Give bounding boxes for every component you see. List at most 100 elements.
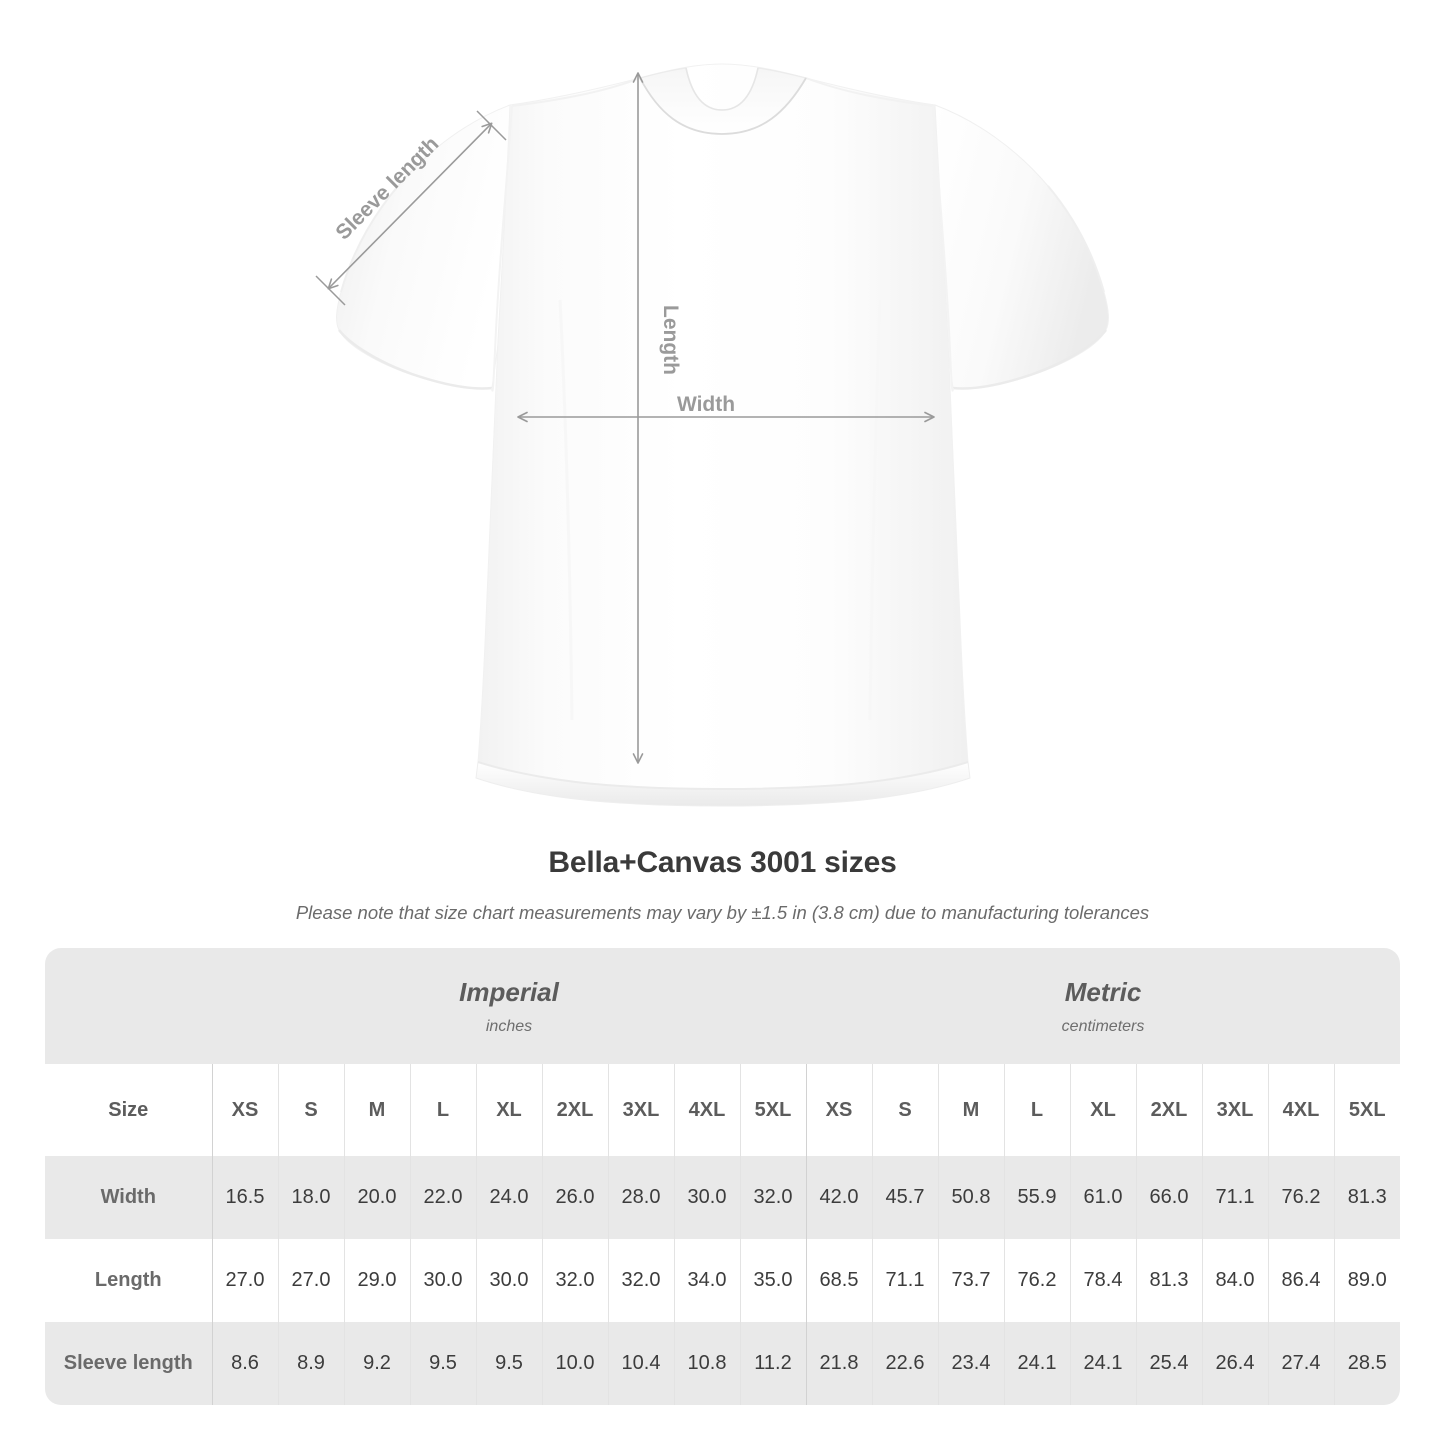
collar-inner-edge bbox=[685, 67, 759, 111]
size-header-cell: 3XL bbox=[1201, 1064, 1269, 1156]
size-header-cell: 3XL bbox=[607, 1064, 674, 1156]
measurement-cell: 29.0 bbox=[343, 1239, 410, 1322]
length-label: Length bbox=[659, 305, 682, 375]
unit-group-name: Metric bbox=[1064, 976, 1142, 1007]
measurement-cell: 28.5 bbox=[1333, 1322, 1401, 1405]
measurement-cell: 30.0 bbox=[475, 1239, 542, 1322]
measurement-cell: 32.0 bbox=[607, 1239, 674, 1322]
measurement-cell: 28.0 bbox=[607, 1156, 674, 1239]
size-header-cell: 5XL bbox=[739, 1064, 807, 1156]
size-header-label: Size bbox=[45, 1064, 212, 1156]
tshirt-illustration bbox=[336, 63, 1109, 807]
measurement-cell: 23.4 bbox=[937, 1322, 1005, 1405]
measurement-cell: 16.5 bbox=[211, 1156, 278, 1239]
measurement-cell: 24.1 bbox=[1003, 1322, 1071, 1405]
unit-group-metric: Metric centimeters bbox=[806, 948, 1401, 1064]
measurement-cell: 24.0 bbox=[475, 1156, 542, 1239]
measurement-cell: 27.4 bbox=[1267, 1322, 1335, 1405]
right-shoulder-seam bbox=[805, 77, 934, 107]
left-sleeve-hem bbox=[338, 329, 493, 390]
size-header-row: Size XS S M L XL 2XL 3XL 4XL 5XL XS S M L XL 2XL 3XL 4XL 5… bbox=[45, 1064, 1401, 1156]
collar-outer-edge bbox=[639, 77, 807, 135]
measurement-cell: 32.0 bbox=[541, 1239, 608, 1322]
size-chart-table-wrapper: Imperial inches Metric centimeters Size XS S M L… bbox=[45, 948, 1401, 1405]
measurement-cell: 10.4 bbox=[607, 1322, 674, 1405]
measurement-cell: 11.2 bbox=[739, 1322, 807, 1405]
size-header-cell: XL bbox=[1069, 1064, 1137, 1156]
unit-header-row: Imperial inches Metric centimeters bbox=[45, 948, 1401, 1064]
measurement-arrows bbox=[315, 72, 935, 764]
size-header-cell: 4XL bbox=[1267, 1064, 1335, 1156]
row-label-length: Length bbox=[45, 1239, 212, 1322]
unit-group-imperial: Imperial inches bbox=[212, 948, 807, 1064]
measurement-cell: 32.0 bbox=[739, 1156, 807, 1239]
tshirt-svg: Sleeve length Length Width bbox=[315, 63, 1109, 807]
chart-title-block: Bella+Canvas 3001 sizes Please note that… bbox=[0, 845, 1445, 924]
measurement-cell: 9.2 bbox=[343, 1322, 410, 1405]
left-armhole-seam bbox=[491, 105, 513, 392]
tolerance-note: Please note that size chart measurements… bbox=[295, 902, 1150, 923]
right-sleeve bbox=[934, 104, 1109, 389]
size-header-cell: XS bbox=[805, 1064, 873, 1156]
measurement-cell: 61.0 bbox=[1069, 1156, 1137, 1239]
unit-group-unit: centimeters bbox=[1061, 1018, 1145, 1036]
measurement-cell: 22.6 bbox=[871, 1322, 939, 1405]
row-label-width: Width bbox=[45, 1156, 212, 1239]
sleeve-tick-start bbox=[315, 275, 346, 306]
row-label-sleeve-length: Sleeve length bbox=[45, 1322, 212, 1405]
measurement-cell: 86.4 bbox=[1267, 1239, 1335, 1322]
tshirt-measurement-diagram: Sleeve length Length Width bbox=[315, 63, 1109, 807]
measurement-cell: 73.7 bbox=[937, 1239, 1005, 1322]
right-sleeve-hem bbox=[952, 329, 1107, 390]
measurement-cell: 27.0 bbox=[211, 1239, 278, 1322]
unit-group-name: Imperial bbox=[459, 976, 559, 1007]
measurement-cell: 25.4 bbox=[1135, 1322, 1203, 1405]
unit-header-spacer bbox=[45, 948, 212, 1064]
measurement-cell: 24.1 bbox=[1069, 1322, 1137, 1405]
fabric-fold-1 bbox=[558, 299, 574, 721]
measurement-cell: 84.0 bbox=[1201, 1239, 1269, 1322]
measurement-cell: 20.0 bbox=[343, 1156, 410, 1239]
measurement-cell: 35.0 bbox=[739, 1239, 807, 1322]
sleeve-tick-end bbox=[476, 110, 507, 141]
size-header-cell: S bbox=[871, 1064, 939, 1156]
measurement-cell: 18.0 bbox=[277, 1156, 344, 1239]
measurement-cell: 21.8 bbox=[805, 1322, 873, 1405]
page-title: Bella+Canvas 3001 sizes bbox=[548, 846, 897, 879]
unit-group-unit: inches bbox=[485, 1018, 533, 1036]
table-row: Width 16.5 18.0 20.0 22.0 24.0 26.0 28.0 30.0 32.… bbox=[45, 1156, 1401, 1239]
measurement-cell: 30.0 bbox=[409, 1239, 476, 1322]
measurement-cell: 76.2 bbox=[1267, 1156, 1335, 1239]
measurement-cell: 22.0 bbox=[409, 1156, 476, 1239]
size-header-cell: 4XL bbox=[673, 1064, 740, 1156]
size-header-cell: XS bbox=[211, 1064, 278, 1156]
width-label: Width bbox=[677, 393, 735, 416]
right-armhole-seam bbox=[932, 105, 954, 392]
measurement-cell: 55.9 bbox=[1003, 1156, 1071, 1239]
size-header-cell: 2XL bbox=[541, 1064, 608, 1156]
measurement-cell: 26.4 bbox=[1201, 1322, 1269, 1405]
measurement-cell: 45.7 bbox=[871, 1156, 939, 1239]
sleeve-length-arrow bbox=[327, 122, 493, 290]
left-shoulder-seam bbox=[511, 77, 641, 107]
measurement-cell: 9.5 bbox=[409, 1322, 476, 1405]
right-sleeve-cuff bbox=[1047, 185, 1105, 293]
table-row: Sleeve length 8.6 8.9 9.2 9.5 9.5 10.0 10.4 10.8… bbox=[45, 1322, 1401, 1405]
measurement-cell: 10.8 bbox=[673, 1322, 740, 1405]
size-header-cell: XL bbox=[475, 1064, 542, 1156]
measurement-cell: 71.1 bbox=[1201, 1156, 1269, 1239]
size-header-cell: M bbox=[937, 1064, 1005, 1156]
table-row: Length 27.0 27.0 29.0 30.0 30.0 32.0 32.0 34.0 35… bbox=[45, 1239, 1401, 1322]
measurement-cell: 34.0 bbox=[673, 1239, 740, 1322]
size-header-cell: M bbox=[343, 1064, 410, 1156]
size-header-cell: 5XL bbox=[1333, 1064, 1401, 1156]
size-header-cell: 2XL bbox=[1135, 1064, 1203, 1156]
bottom-hem-stitch bbox=[477, 761, 969, 791]
measurement-cell: 8.9 bbox=[277, 1322, 344, 1405]
measurement-cell: 30.0 bbox=[673, 1156, 740, 1239]
size-header-cell: S bbox=[277, 1064, 344, 1156]
tshirt-body bbox=[477, 63, 969, 790]
measurement-cell: 89.0 bbox=[1333, 1239, 1401, 1322]
measurement-cell: 68.5 bbox=[805, 1239, 873, 1322]
fabric-fold-2 bbox=[868, 299, 882, 721]
